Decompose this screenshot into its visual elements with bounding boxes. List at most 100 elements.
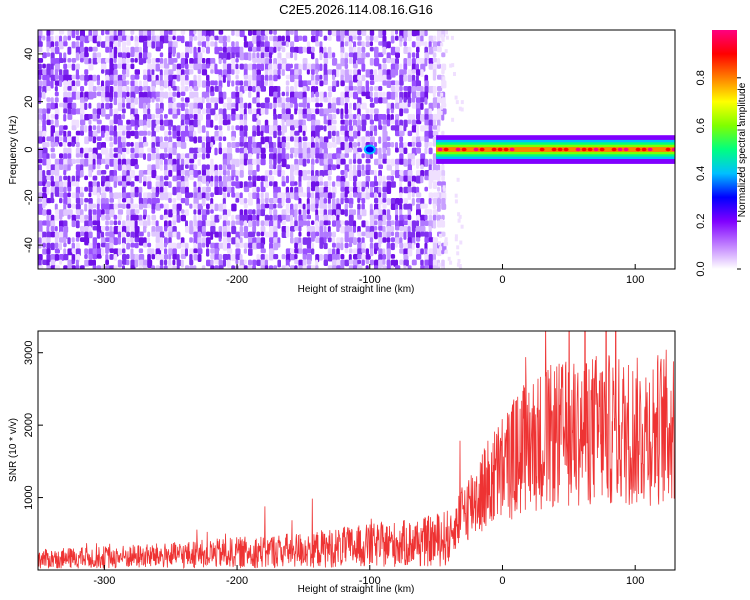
heatmap-cell [130,226,135,233]
heatmap-cell [357,41,362,46]
heatmap-cell [54,158,60,165]
heatmap-cell [403,46,409,54]
heatmap-cell [336,80,340,87]
heatmap-cell [285,153,290,160]
heatmap-cell [71,158,76,164]
heatmap-cell [50,63,54,71]
heatmap-cell [365,175,371,182]
heatmap-cell [159,125,165,131]
heatmap-cell [134,259,139,268]
heatmap-cell [180,63,185,69]
heatmap-cell [126,147,130,155]
heatmap-cell [105,265,111,269]
heatmap-cell [395,164,399,172]
heatmap-cell [319,203,325,209]
heatmap-cell [143,192,149,199]
heatmap-cell [214,203,219,212]
heatmap-cell [353,142,357,148]
heatmap-cell [42,181,46,187]
heatmap-cell [319,74,323,80]
heatmap-cell [214,86,220,92]
heatmap-cell [71,203,76,209]
heatmap-cell [88,231,93,239]
heatmap-cell [206,231,211,237]
heatmap-cell [227,125,231,131]
heatmap-cell [239,181,243,189]
heatmap-cell [50,52,55,60]
heatmap-cell [369,119,374,125]
heatmap-cell [63,186,67,193]
heatmap-cell [407,214,412,221]
heatmap-cell [458,264,462,268]
heatmap-cell [277,86,281,93]
y-tick-label: 40 [23,48,35,60]
heatmap-cell [59,41,64,50]
heatmap-cell [248,102,252,110]
heatmap-cell [353,153,357,160]
heatmap-cell [386,181,392,189]
heatmap-cell [252,86,256,93]
heatmap-cell [38,220,43,228]
heatmap-cell [50,226,55,232]
heatmap-cell [315,209,319,217]
heatmap-cell [424,136,429,143]
heatmap-cell [67,58,72,63]
heatmap-cell [281,119,285,127]
heatmap-peak [485,147,491,152]
heatmap-cell [46,142,50,148]
heatmap-cell [411,153,415,160]
heatmap-cell [374,58,380,67]
heatmap-cell [176,242,182,249]
heatmap-cell [189,108,194,116]
heatmap-cell [46,35,51,43]
heatmap-cell [239,226,244,233]
heatmap-cell [227,248,233,254]
heatmap-cell [164,170,168,176]
heatmap-peak [653,147,659,152]
heatmap-cell [222,46,227,53]
heatmap-peak [455,147,461,152]
heatmap-cell [306,69,310,75]
heatmap-cell [248,248,253,256]
heatmap-cell [451,63,455,68]
heatmap-cell [365,186,369,194]
heatmap-cell [416,86,422,91]
heatmap-cell [147,69,151,77]
heatmap-cell [147,52,152,58]
heatmap-cell [437,102,440,111]
heatmap-cell [252,130,257,137]
heatmap-cell [319,80,324,87]
heatmap-cell [159,58,164,65]
heatmap-cell [248,181,252,188]
heatmap-cell [273,170,278,176]
heatmap-cell [378,74,384,82]
heatmap-cell [264,214,270,221]
heatmap-cell [180,209,185,214]
heatmap-cell [281,46,286,53]
heatmap-cell [407,102,411,108]
heatmap-cell [281,142,286,148]
heatmap-cell [159,119,164,126]
heatmap-cell [302,46,307,53]
snr-plot-area [38,331,675,570]
heatmap-cell [302,237,308,245]
heatmap-cell [185,119,190,125]
heatmap-cell [298,231,302,237]
heatmap-cell [151,170,157,179]
heatmap-cell [189,175,194,181]
heatmap-cell [185,97,190,103]
heatmap-cell [231,265,235,269]
heatmap-cell [38,86,42,93]
heatmap-cell [344,114,349,119]
heatmap-cell [252,158,258,165]
heatmap-cell [311,248,315,255]
heatmap-cell [348,80,353,88]
heatmap-cell [290,186,294,193]
heatmap-cell [164,30,169,38]
heatmap-cell [143,30,148,36]
heatmap-cell [248,30,252,36]
heatmap-cell [395,237,401,244]
heatmap-cell [327,220,331,226]
heatmap-cell [353,175,358,182]
heatmap-cell [206,181,210,187]
